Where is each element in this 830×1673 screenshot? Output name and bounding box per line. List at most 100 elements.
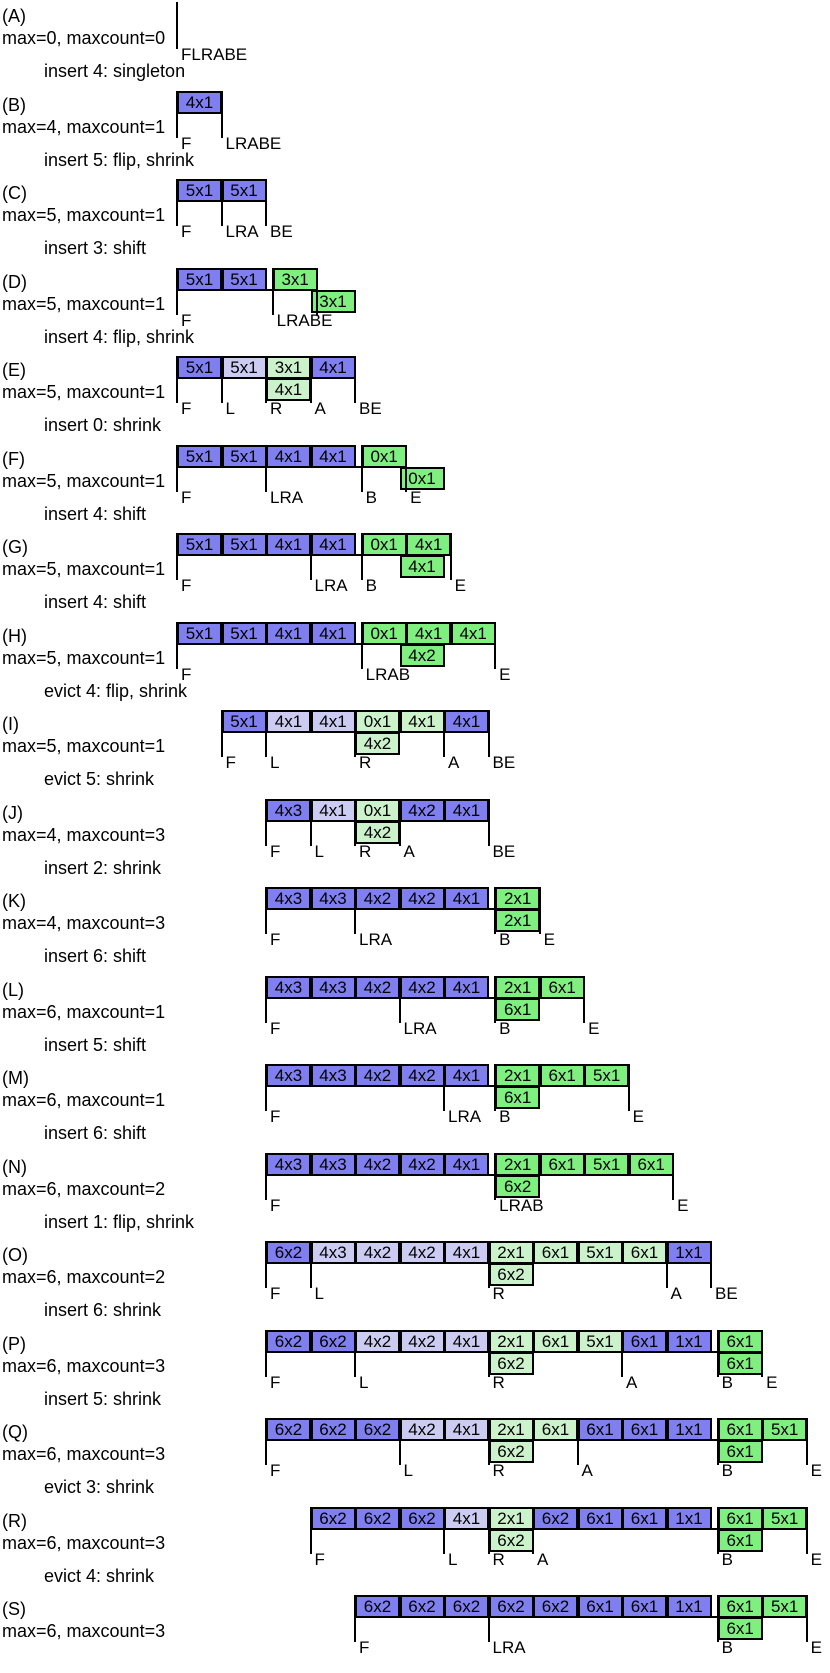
- panel-label: (D): [2, 271, 27, 292]
- buffer-cell: 3x1: [272, 267, 318, 291]
- row-baseline: [266, 996, 585, 999]
- buffer-cell: 6x1: [622, 1595, 667, 1618]
- buffer-cell: 0x1: [355, 710, 400, 733]
- panel-action: insert 6: shift: [44, 1123, 147, 1143]
- buffer-cell: 0x1: [399, 466, 445, 490]
- marker-line: [176, 356, 178, 403]
- buffer-cell: 0x1: [361, 533, 407, 556]
- buffer-cell: 4x2: [355, 975, 400, 999]
- marker-line: [494, 887, 497, 934]
- buffer-cell: 4x2: [399, 1064, 445, 1087]
- buffer-cell: 4x2: [355, 1241, 400, 1264]
- marker-line: [494, 975, 497, 1023]
- buffer-cell: 6x2: [266, 1418, 311, 1441]
- marker-line: [316, 267, 319, 315]
- buffer-cell: 4x1: [266, 444, 311, 468]
- buffer-cell: 6x1: [533, 1241, 578, 1264]
- buffer-cell: 4x1: [444, 975, 489, 999]
- marker-line: [265, 1418, 267, 1465]
- marker-label: A: [448, 753, 460, 772]
- panel-label: (O): [2, 1245, 28, 1265]
- marker-line: [354, 798, 356, 846]
- buffer-cell: 5x1: [221, 444, 267, 468]
- marker-label: F: [181, 133, 192, 153]
- marker-line: [710, 1241, 712, 1288]
- buffer-cell: 6x1: [577, 1506, 623, 1530]
- marker-label: F: [181, 399, 192, 418]
- buffer-cell: 4x1: [310, 356, 356, 379]
- row-baseline: [355, 1616, 807, 1618]
- row-baseline: [266, 1262, 711, 1264]
- buffer-cell: 4x2: [399, 1418, 445, 1441]
- marker-line: [309, 1241, 312, 1288]
- marker-line: [398, 798, 401, 846]
- buffer-cell: 2x1: [495, 887, 541, 910]
- marker-line: [487, 1241, 490, 1288]
- marker-label: B: [499, 930, 511, 949]
- marker-label: R: [492, 1372, 505, 1392]
- buffer-cell: 5x1: [177, 533, 222, 556]
- marker-line: [672, 1152, 675, 1200]
- marker-line: [398, 1418, 401, 1465]
- marker-line: [176, 444, 178, 492]
- buffer-cell: 5x1: [221, 621, 267, 645]
- panel-label: (R): [2, 1510, 27, 1531]
- marker-label: E: [677, 1195, 689, 1215]
- marker-line: [265, 356, 267, 403]
- marker-line: [716, 1595, 719, 1642]
- buffer-cell: 6x1: [622, 1418, 667, 1441]
- marker-label: E: [766, 1372, 778, 1392]
- marker-label: B: [721, 1549, 734, 1569]
- marker-line: [487, 1418, 490, 1465]
- panel-label: (A): [2, 6, 26, 26]
- buffer-cell: 3x1: [310, 289, 356, 313]
- row-baseline: [266, 819, 489, 822]
- marker-line: [449, 533, 452, 580]
- panel-label: (L): [2, 979, 24, 1000]
- marker-line: [265, 1064, 267, 1111]
- panel-action: insert 5: flip, shrink: [44, 149, 195, 170]
- buffer-cell: 4x2: [399, 798, 445, 822]
- buffer-cell: 6x2: [310, 1329, 356, 1353]
- buffer-cell: 5x1: [762, 1595, 808, 1618]
- row-baseline: [177, 111, 222, 114]
- marker-label: F: [181, 310, 192, 330]
- marker-label: A: [670, 1284, 682, 1303]
- buffer-cell: 6x2: [488, 1263, 534, 1286]
- panel-action: insert 0: shrink: [44, 415, 162, 435]
- panel-state: max=6, maxcount=3: [2, 1532, 166, 1553]
- panel-label: (Q): [2, 1422, 28, 1442]
- buffer-cell: 5x1: [577, 1329, 623, 1353]
- buffer-cell: 6x1: [717, 1329, 763, 1353]
- panel-state: max=4, maxcount=1: [2, 116, 166, 137]
- buffer-cell: 6x2: [266, 1241, 311, 1264]
- panel-label: (P): [2, 1333, 26, 1354]
- marker-line: [716, 1329, 719, 1377]
- buffer-cell: 4x1: [444, 1152, 489, 1176]
- marker-line: [487, 1595, 490, 1642]
- buffer-cell: 6x1: [495, 997, 541, 1021]
- buffer-cell: 6x1: [622, 1241, 667, 1264]
- buffer-cell: 4x1: [310, 798, 356, 822]
- marker-label: B: [721, 1372, 734, 1392]
- buffer-cell: 5x1: [577, 1241, 623, 1264]
- panel-action: insert 3: shift: [44, 238, 147, 258]
- buffer-cell: 6x2: [310, 1418, 356, 1441]
- buffer-cell: 2x1: [495, 909, 541, 932]
- row-baseline: [266, 1173, 674, 1176]
- buffer-cell: 5x1: [762, 1506, 808, 1530]
- buffer-cell: 6x1: [577, 1595, 623, 1618]
- panel-state: max=5, maxcount=1: [2, 736, 166, 756]
- panel-state: max=5, maxcount=1: [2, 382, 166, 402]
- marker-line: [621, 1329, 623, 1377]
- marker-label: BE: [492, 753, 516, 772]
- buffer-cell: 4x1: [266, 621, 311, 645]
- panel-label: (C): [2, 183, 27, 203]
- panel-state: max=6, maxcount=3: [2, 1355, 166, 1376]
- buffer-cell: 4x1: [444, 1418, 489, 1441]
- buffer-cell: 6x2: [266, 1329, 311, 1353]
- buffer-cell: 6x2: [399, 1506, 445, 1530]
- panel-action: insert 4: shift: [44, 592, 147, 612]
- marker-label: F: [270, 841, 281, 861]
